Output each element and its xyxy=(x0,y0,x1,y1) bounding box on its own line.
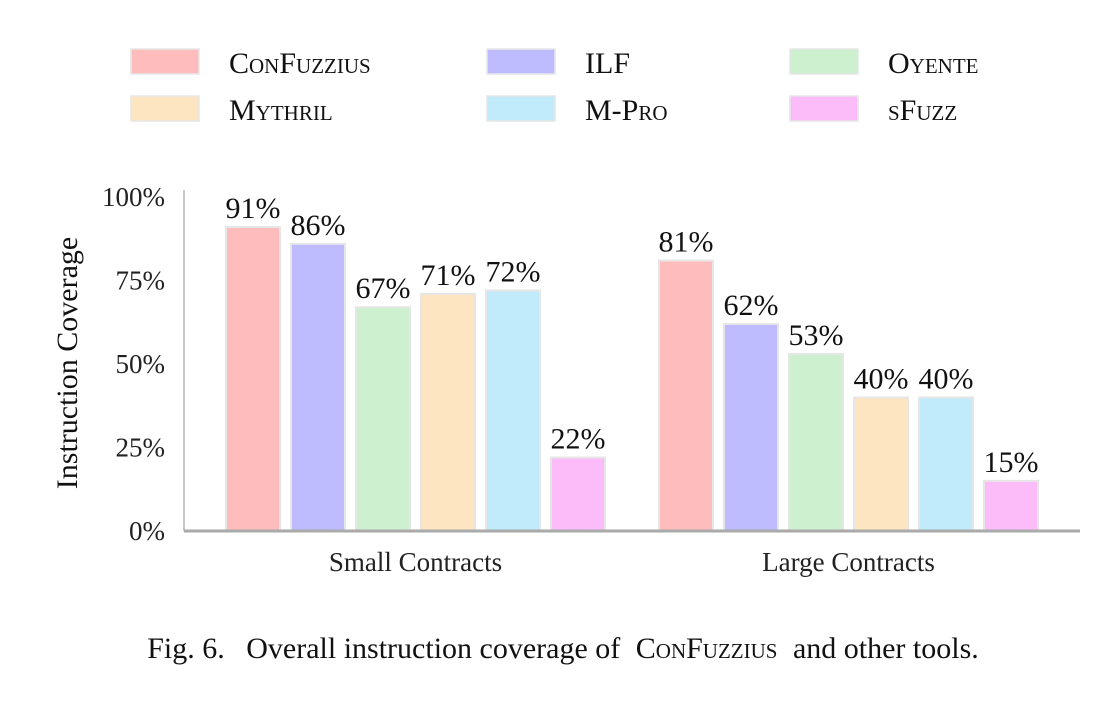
chart-legend: ConFuzzius ILF Oyente Mythril M-Pro sFuzz xyxy=(130,47,978,127)
value-label-small-contracts-mythril: 71% xyxy=(421,259,476,292)
legend-label-m-pro: M-Pro xyxy=(585,94,668,127)
caption-text-before: Overall instruction coverage of xyxy=(246,632,620,665)
bar-large-contracts-m-pro xyxy=(918,396,974,532)
value-label-large-contracts-sfuzz: 15% xyxy=(984,446,1039,479)
value-label-small-contracts-m-pro: 72% xyxy=(486,256,541,289)
bar-small-contracts-ilf xyxy=(290,242,346,532)
bar-small-contracts-oyente xyxy=(355,306,411,532)
legend-swatch-m-pro xyxy=(486,95,556,122)
bar-large-contracts-sfuzz xyxy=(983,479,1039,532)
y-tick-label-25: 25% xyxy=(116,433,166,463)
caption-tool-name: ConFuzzius xyxy=(636,632,778,665)
value-label-large-contracts-ilf: 62% xyxy=(724,289,779,322)
category-label-small-contracts: Small Contracts xyxy=(329,547,502,577)
value-label-large-contracts-oyente: 53% xyxy=(789,319,844,352)
bar-large-contracts-ilf xyxy=(723,322,779,533)
bar-small-contracts-sfuzz xyxy=(550,456,606,532)
legend-label-sfuzz: sFuzz xyxy=(888,94,957,127)
caption-text-after: and other tools. xyxy=(793,632,979,665)
legend-label-mythril: Mythril xyxy=(229,94,333,127)
value-label-large-contracts-mythril: 40% xyxy=(854,362,909,395)
y-tick-label-50: 50% xyxy=(116,349,166,379)
value-label-small-contracts-sfuzz: 22% xyxy=(551,423,606,456)
legend-label-confuzzius: ConFuzzius xyxy=(229,47,371,80)
legend-swatch-sfuzz xyxy=(789,95,859,122)
legend-label-oyente: Oyente xyxy=(888,47,978,80)
y-tick-label-75: 75% xyxy=(116,266,166,296)
bar-value-labels: 91% 86% 67% 71% 72% 22% 81% 62% 53% 40% 40% 15% xyxy=(226,192,1039,479)
value-label-large-contracts-m-pro: 40% xyxy=(919,362,974,395)
y-axis-title: Instruction Coverage xyxy=(51,237,84,489)
bar-small-contracts-mythril xyxy=(420,292,476,532)
bar-marks xyxy=(225,226,1039,533)
value-label-small-contracts-ilf: 86% xyxy=(291,209,346,242)
legend-swatch-mythril xyxy=(130,95,200,122)
bar-small-contracts-confuzzius xyxy=(225,226,281,532)
legend-swatch-confuzzius xyxy=(130,48,200,75)
category-label-large-contracts: Large Contracts xyxy=(762,547,935,577)
y-tick-label-100: 100% xyxy=(102,182,165,212)
x-axis-category-labels: Small Contracts Large Contracts xyxy=(329,547,935,577)
caption-prefix: Fig. 6. xyxy=(147,632,225,665)
bar-small-contracts-m-pro xyxy=(485,289,541,532)
bar-large-contracts-mythril xyxy=(853,396,909,532)
value-label-small-contracts-confuzzius: 91% xyxy=(226,192,281,225)
legend-swatch-oyente xyxy=(789,48,859,75)
bar-large-contracts-confuzzius xyxy=(658,259,714,532)
legend-swatch-ilf xyxy=(486,48,556,75)
bar-large-contracts-oyente xyxy=(788,352,844,533)
figure-caption: Fig. 6. Overall instruction coverage of … xyxy=(147,632,979,665)
y-axis-ticks: 0% 25% 50% 75% 100% xyxy=(102,182,165,546)
value-label-small-contracts-oyente: 67% xyxy=(356,272,411,305)
value-label-large-contracts-confuzzius: 81% xyxy=(659,225,714,258)
legend-label-ilf: ILF xyxy=(585,47,630,80)
y-tick-label-0: 0% xyxy=(129,516,165,546)
